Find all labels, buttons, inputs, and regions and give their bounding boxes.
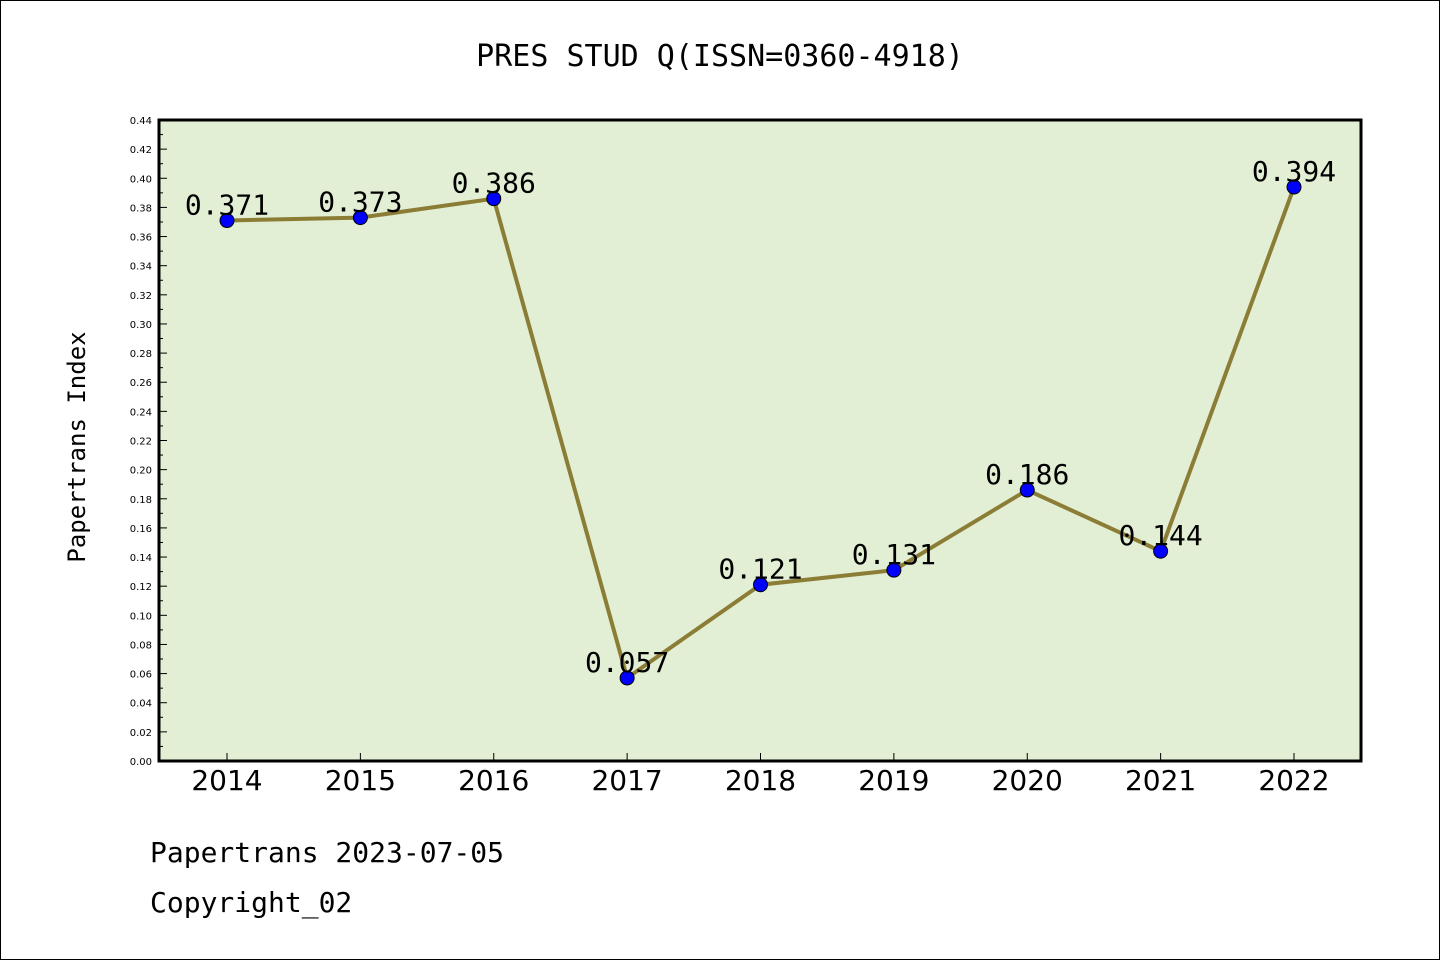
data-point [619, 670, 635, 686]
y-tick-label: 0.38 [130, 203, 152, 214]
y-tick-label: 0.02 [130, 728, 152, 739]
y-tick-label: 0.42 [130, 145, 152, 156]
y-tick-label: 0.34 [130, 262, 152, 273]
data-label: 0.394 [1252, 155, 1336, 188]
data-label: 0.121 [718, 553, 802, 586]
x-axis-ticks: 2014 2015 2016 2017 2018 2019 2020 2021 2022 [191, 753, 1330, 797]
y-tick-label: 0.04 [130, 699, 152, 710]
y-tick-label: 0.26 [130, 378, 152, 389]
y-tick-label: 0.10 [130, 611, 152, 622]
data-label: 0.186 [985, 458, 1069, 491]
y-tick-label: 0.28 [130, 349, 152, 360]
data-point [753, 577, 768, 593]
x-tick-label: 2020 [992, 764, 1063, 797]
copyright-text: Copyright_02 [150, 886, 353, 919]
data-labels: 0.371 0.373 0.386 0.057 0.121 0.131 0.186 0.144… [185, 155, 1336, 679]
data-point [219, 213, 235, 229]
data-point [1286, 179, 1302, 195]
data-point [486, 191, 502, 207]
y-axis-label: Papertrans Index [63, 331, 91, 562]
y-tick-label: 0.22 [130, 437, 152, 448]
x-tick-label: 2016 [458, 764, 529, 797]
y-tick-label: 0.30 [130, 320, 152, 331]
x-tick-label: 2017 [591, 764, 662, 797]
y-tick-label: 0.18 [130, 495, 152, 506]
data-point [352, 210, 368, 226]
y-tick-label: 0.20 [130, 466, 152, 477]
x-tick-label: 2018 [725, 764, 796, 797]
data-point [1019, 482, 1035, 498]
data-label: 0.144 [1118, 519, 1202, 552]
y-tick-label: 0.40 [130, 174, 152, 185]
chart-title: PRES STUD Q(ISSN=0360-4918) [476, 39, 964, 74]
plot-area [157, 118, 1363, 763]
y-tick-label: 0.36 [130, 233, 152, 244]
data-point [886, 562, 902, 578]
y-tick-label: 0.14 [130, 553, 152, 564]
y-tick-label: 0.00 [130, 757, 152, 768]
source-date-text: Papertrans 2023-07-05 [150, 836, 505, 869]
data-label: 0.386 [452, 167, 536, 200]
y-tick-label: 0.32 [130, 291, 152, 302]
data-label: 0.371 [185, 189, 269, 222]
data-label: 0.373 [318, 186, 402, 219]
y-tick-label: 0.44 [130, 116, 152, 127]
y-tick-label: 0.24 [130, 407, 152, 418]
x-tick-label: 2015 [325, 764, 396, 797]
y-tick-label: 0.16 [130, 524, 152, 535]
x-tick-label: 2022 [1258, 764, 1329, 797]
data-point [1153, 543, 1169, 559]
y-tick-label: 0.08 [130, 640, 152, 651]
y-axis-ticks: 0.00 0.02 0.04 0.06 0.08 0.10 0.12 0.14 0.16 0.18… [130, 116, 167, 768]
y-tick-label: 0.12 [130, 582, 152, 593]
x-tick-label: 2014 [191, 764, 262, 797]
data-label: 0.131 [852, 538, 936, 571]
data-label: 0.057 [585, 646, 669, 679]
x-tick-label: 2021 [1125, 764, 1196, 797]
x-tick-label: 2019 [858, 764, 929, 797]
y-tick-label: 0.06 [130, 670, 152, 681]
series-markers [219, 179, 1302, 686]
